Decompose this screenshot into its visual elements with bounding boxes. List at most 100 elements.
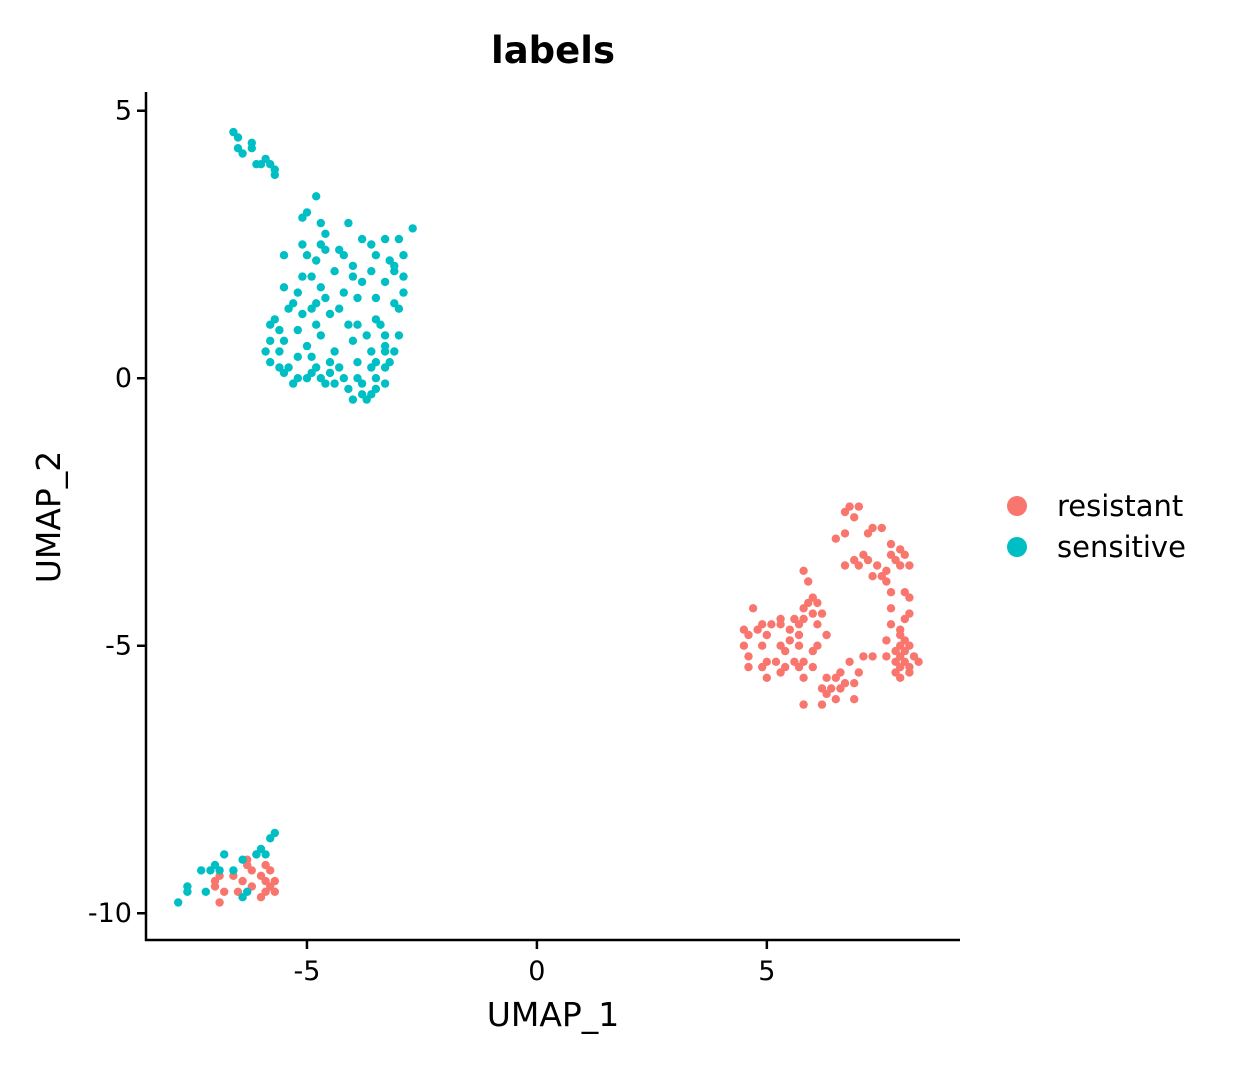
point-sensitive-70 bbox=[275, 347, 284, 356]
y-tick-label-5: 5 bbox=[115, 96, 132, 127]
point-sensitive-71 bbox=[293, 352, 302, 361]
point-sensitive-93 bbox=[289, 379, 298, 388]
point-sensitive-50 bbox=[335, 304, 344, 313]
point-resistant-69 bbox=[776, 668, 785, 677]
point-sensitive-122 bbox=[197, 866, 206, 875]
point-sensitive-52 bbox=[371, 293, 381, 303]
point-sensitive-38 bbox=[316, 283, 325, 292]
point-sensitive-61 bbox=[394, 304, 404, 313]
point-resistant-44 bbox=[776, 614, 785, 624]
point-sensitive-105 bbox=[344, 384, 353, 394]
point-resistant-129 bbox=[256, 893, 266, 902]
chart-title: labels bbox=[491, 29, 615, 72]
point-resistant-8 bbox=[831, 534, 840, 543]
y-tick-label--10: -10 bbox=[88, 898, 132, 929]
point-sensitive-56 bbox=[293, 325, 302, 335]
point-sensitive-81 bbox=[335, 363, 344, 372]
point-sensitive-32 bbox=[298, 272, 307, 281]
point-sensitive-42 bbox=[380, 277, 390, 287]
point-resistant-31 bbox=[813, 598, 822, 608]
point-resistant-38 bbox=[794, 620, 804, 629]
point-resistant-22 bbox=[905, 561, 914, 570]
point-sensitive-127 bbox=[229, 866, 238, 875]
point-sensitive-85 bbox=[279, 368, 289, 378]
point-resistant-15 bbox=[863, 555, 873, 565]
point-resistant-2 bbox=[840, 507, 850, 517]
point-resistant-135 bbox=[247, 866, 256, 875]
point-sensitive-10 bbox=[252, 160, 261, 169]
point-sensitive-41 bbox=[357, 277, 367, 287]
point-resistant-80 bbox=[850, 679, 859, 688]
point-resistant-123 bbox=[266, 866, 275, 875]
point-resistant-47 bbox=[753, 625, 762, 634]
point-sensitive-136 bbox=[206, 866, 215, 875]
y-axis-label: UMAP_2 bbox=[29, 451, 68, 584]
point-sensitive-5 bbox=[238, 149, 247, 158]
point-resistant-62 bbox=[771, 657, 781, 666]
point-sensitive-18 bbox=[408, 224, 417, 233]
point-sensitive-69 bbox=[261, 347, 270, 356]
point-sensitive-121 bbox=[183, 882, 192, 891]
point-resistant-105 bbox=[905, 609, 914, 618]
point-resistant-50 bbox=[785, 636, 794, 645]
point-resistant-49 bbox=[762, 630, 771, 640]
point-resistant-13 bbox=[900, 550, 909, 559]
point-resistant-25 bbox=[882, 577, 891, 586]
point-resistant-70 bbox=[762, 673, 771, 682]
point-resistant-19 bbox=[854, 561, 863, 570]
point-sensitive-116 bbox=[302, 251, 312, 260]
point-sensitive-20 bbox=[394, 234, 404, 244]
point-resistant-84 bbox=[817, 700, 827, 709]
point-resistant-53 bbox=[758, 641, 767, 650]
point-sensitive-40 bbox=[339, 288, 348, 297]
point-resistant-1 bbox=[854, 502, 863, 511]
point-resistant-40 bbox=[785, 625, 794, 634]
point-resistant-59 bbox=[808, 646, 817, 656]
point-sensitive-39 bbox=[279, 283, 289, 292]
point-resistant-75 bbox=[831, 673, 840, 682]
point-resistant-73 bbox=[854, 668, 863, 677]
point-sensitive-115 bbox=[321, 229, 330, 238]
point-sensitive-132 bbox=[261, 850, 270, 859]
point-resistant-26 bbox=[886, 588, 896, 597]
point-resistant-45 bbox=[794, 630, 804, 640]
point-sensitive-15 bbox=[298, 213, 307, 222]
point-resistant-87 bbox=[859, 652, 868, 661]
points-layer bbox=[174, 127, 923, 907]
point-sensitive-94 bbox=[316, 374, 325, 383]
point-resistant-33 bbox=[808, 609, 817, 618]
point-resistant-133 bbox=[215, 898, 224, 907]
point-sensitive-49 bbox=[284, 304, 293, 313]
point-resistant-83 bbox=[850, 695, 859, 704]
point-resistant-18 bbox=[840, 561, 850, 570]
point-sensitive-111 bbox=[376, 320, 385, 329]
point-sensitive-128 bbox=[238, 855, 247, 864]
point-resistant-52 bbox=[739, 641, 749, 650]
point-resistant-106 bbox=[886, 604, 896, 613]
point-sensitive-63 bbox=[279, 336, 289, 345]
point-sensitive-104 bbox=[325, 368, 335, 378]
point-sensitive-125 bbox=[215, 866, 224, 875]
point-sensitive-72 bbox=[307, 352, 316, 361]
point-resistant-58 bbox=[781, 646, 790, 656]
point-resistant-20 bbox=[873, 561, 882, 570]
point-resistant-21 bbox=[896, 561, 905, 570]
point-sensitive-68 bbox=[394, 331, 404, 340]
point-resistant-82 bbox=[831, 695, 840, 704]
point-resistant-108 bbox=[900, 588, 909, 597]
point-sensitive-109 bbox=[325, 309, 335, 319]
point-resistant-27 bbox=[799, 566, 808, 575]
legend-key-resistant bbox=[1007, 496, 1027, 516]
point-resistant-119 bbox=[238, 876, 247, 886]
point-sensitive-117 bbox=[339, 251, 348, 260]
point-resistant-61 bbox=[758, 662, 767, 672]
point-resistant-51 bbox=[822, 630, 831, 640]
point-sensitive-59 bbox=[353, 320, 362, 329]
point-resistant-5 bbox=[877, 523, 886, 533]
x-axis-label: UMAP_1 bbox=[487, 995, 620, 1034]
point-sensitive-112 bbox=[312, 299, 321, 308]
point-sensitive-73 bbox=[325, 358, 335, 367]
point-resistant-66 bbox=[794, 662, 804, 672]
legend-key-sensitive bbox=[1007, 537, 1027, 557]
